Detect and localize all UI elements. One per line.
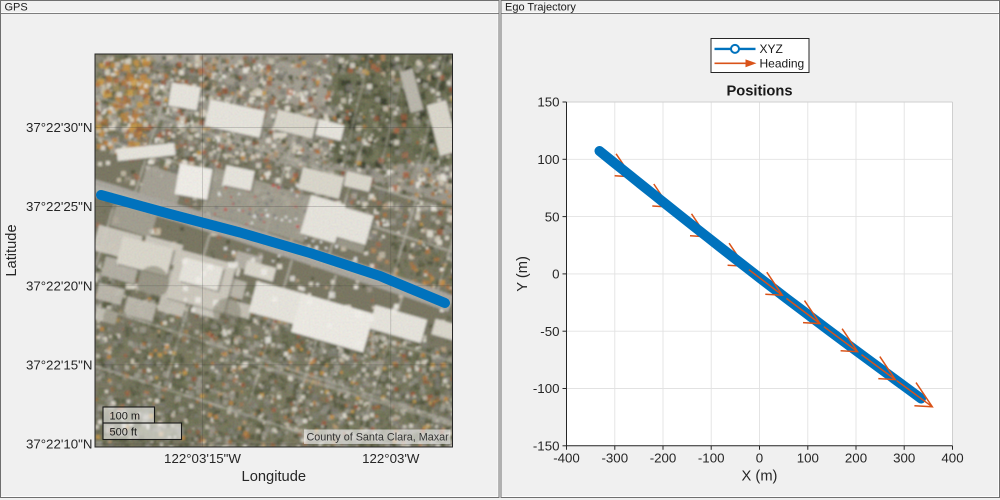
svg-text:50: 50 bbox=[545, 209, 560, 224]
svg-text:-50: -50 bbox=[540, 324, 559, 339]
svg-text:37°22'10"N: 37°22'10"N bbox=[26, 437, 93, 452]
svg-text:100: 100 bbox=[537, 152, 559, 167]
svg-text:500 ft: 500 ft bbox=[110, 427, 138, 439]
svg-text:Ego Trajectory: Ego Trajectory bbox=[505, 2, 576, 14]
svg-text:122°03'15"W: 122°03'15"W bbox=[164, 451, 241, 466]
svg-text:122°03'W: 122°03'W bbox=[362, 451, 420, 466]
svg-text:100 m: 100 m bbox=[110, 411, 141, 423]
svg-text:Heading: Heading bbox=[760, 57, 805, 71]
svg-text:200: 200 bbox=[845, 451, 867, 466]
svg-text:37°22'25"N: 37°22'25"N bbox=[26, 199, 93, 214]
svg-text:0: 0 bbox=[756, 451, 763, 466]
svg-text:Latitude: Latitude bbox=[4, 224, 20, 276]
svg-text:X (m): X (m) bbox=[742, 469, 778, 485]
svg-text:37°22'15"N: 37°22'15"N bbox=[26, 358, 93, 373]
svg-text:-100: -100 bbox=[698, 451, 725, 466]
svg-text:-100: -100 bbox=[533, 381, 560, 396]
svg-text:37°22'30"N: 37°22'30"N bbox=[26, 120, 93, 135]
svg-text:-200: -200 bbox=[650, 451, 677, 466]
svg-text:0: 0 bbox=[552, 267, 559, 282]
svg-text:Longitude: Longitude bbox=[242, 469, 307, 485]
svg-text:County of Santa Clara, Maxar: County of Santa Clara, Maxar bbox=[307, 432, 450, 444]
svg-text:300: 300 bbox=[893, 451, 915, 466]
svg-text:-150: -150 bbox=[533, 439, 560, 454]
svg-text:-400: -400 bbox=[553, 451, 580, 466]
svg-text:37°22'20"N: 37°22'20"N bbox=[26, 278, 93, 293]
svg-text:400: 400 bbox=[941, 451, 963, 466]
svg-text:-300: -300 bbox=[601, 451, 628, 466]
svg-text:XYZ: XYZ bbox=[760, 42, 783, 56]
svg-text:100: 100 bbox=[797, 451, 819, 466]
svg-text:GPS: GPS bbox=[5, 2, 28, 14]
svg-text:150: 150 bbox=[537, 95, 559, 110]
svg-text:Positions: Positions bbox=[726, 84, 792, 100]
svg-text:Y (m): Y (m) bbox=[515, 256, 531, 292]
